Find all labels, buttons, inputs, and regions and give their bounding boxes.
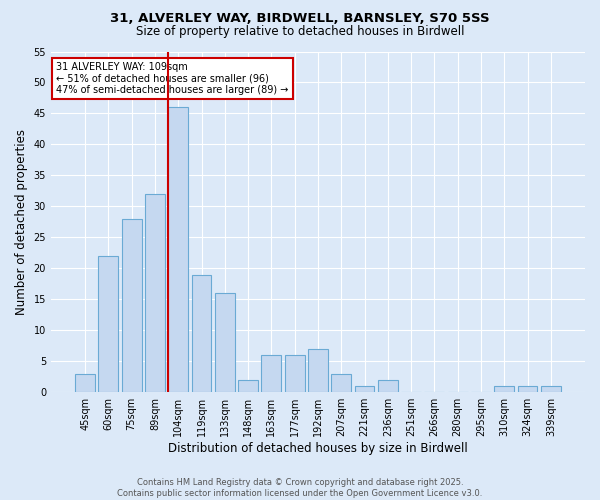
X-axis label: Distribution of detached houses by size in Birdwell: Distribution of detached houses by size … <box>168 442 468 455</box>
Text: 31, ALVERLEY WAY, BIRDWELL, BARNSLEY, S70 5SS: 31, ALVERLEY WAY, BIRDWELL, BARNSLEY, S7… <box>110 12 490 26</box>
Bar <box>75 374 95 392</box>
Bar <box>494 386 514 392</box>
Bar <box>169 108 188 392</box>
Bar <box>122 219 142 392</box>
Bar <box>145 194 165 392</box>
Bar <box>285 355 305 392</box>
Bar <box>308 349 328 392</box>
Bar <box>331 374 351 392</box>
Bar <box>98 256 118 392</box>
Bar <box>378 380 398 392</box>
Bar <box>238 380 258 392</box>
Bar <box>191 274 211 392</box>
Y-axis label: Number of detached properties: Number of detached properties <box>15 129 28 315</box>
Text: Contains HM Land Registry data © Crown copyright and database right 2025.
Contai: Contains HM Land Registry data © Crown c… <box>118 478 482 498</box>
Bar <box>518 386 538 392</box>
Bar <box>355 386 374 392</box>
Text: 31 ALVERLEY WAY: 109sqm
← 51% of detached houses are smaller (96)
47% of semi-de: 31 ALVERLEY WAY: 109sqm ← 51% of detache… <box>56 62 289 95</box>
Bar <box>541 386 561 392</box>
Text: Size of property relative to detached houses in Birdwell: Size of property relative to detached ho… <box>136 25 464 38</box>
Bar <box>215 293 235 392</box>
Bar <box>262 355 281 392</box>
